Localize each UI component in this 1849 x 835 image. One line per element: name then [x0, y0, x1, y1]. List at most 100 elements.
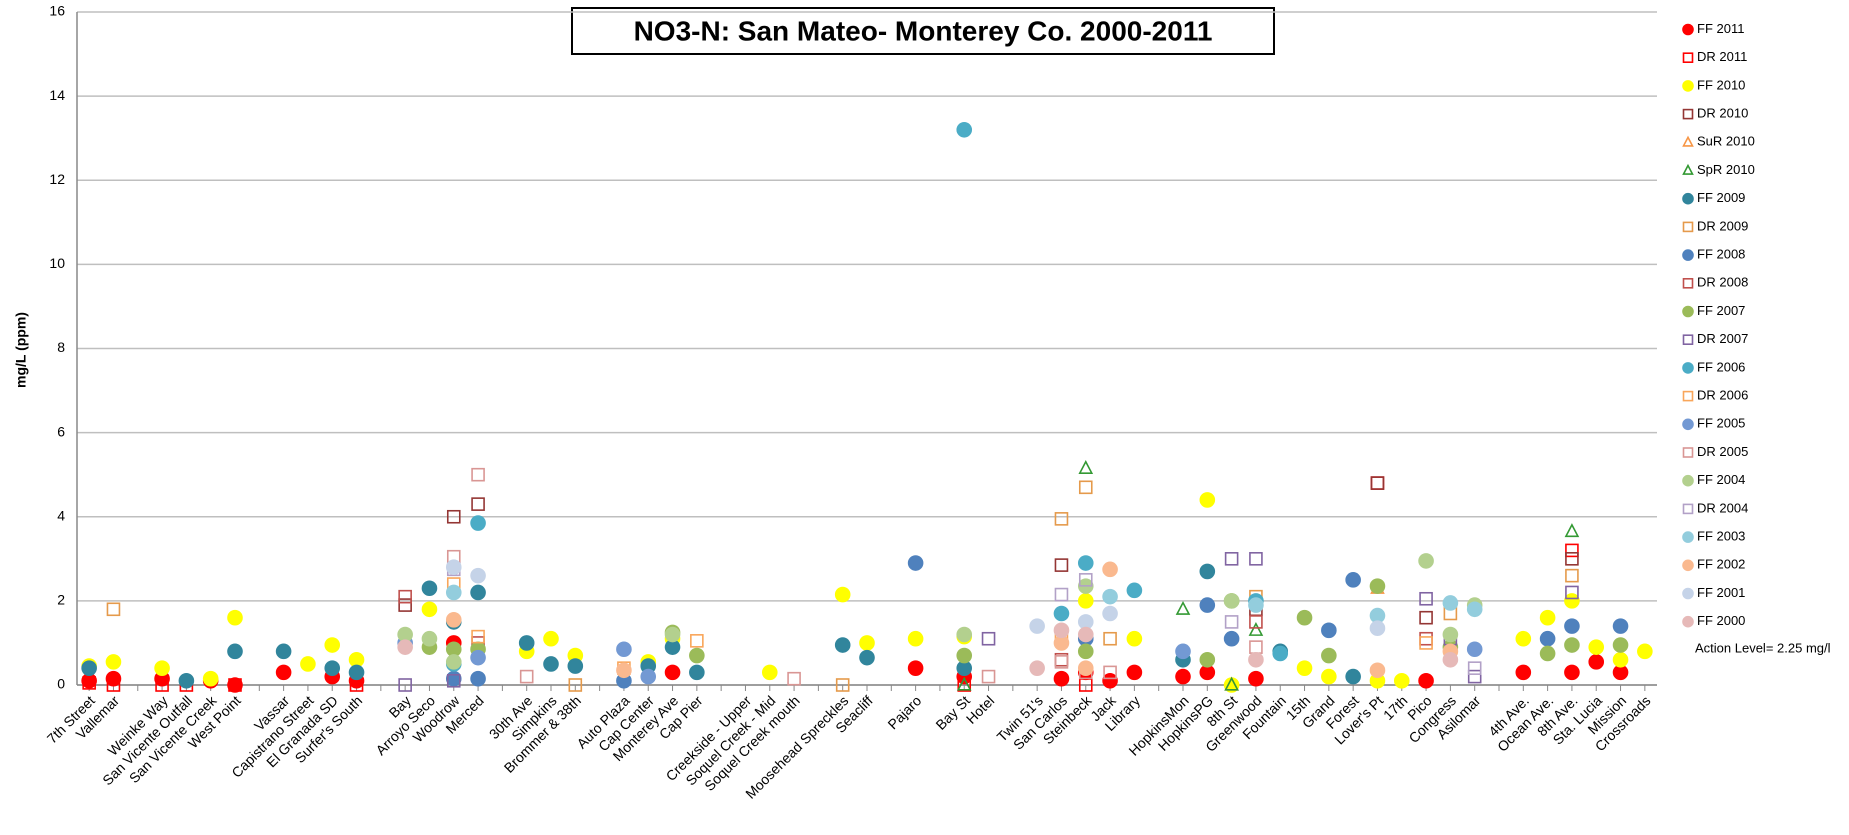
data-point: [1102, 605, 1118, 622]
data-point: [82, 676, 96, 690]
legend-label: FF 2007: [1697, 303, 1745, 318]
data-point: [1102, 672, 1118, 689]
data-point: [300, 656, 316, 672]
legend-marker: [1682, 249, 1694, 261]
data-point: [1054, 655, 1069, 669]
legend-label: FF 2004: [1697, 472, 1745, 487]
data-point: [1419, 591, 1433, 606]
data-point: [446, 673, 461, 688]
data-point: [1345, 668, 1361, 685]
data-point: [1564, 664, 1580, 681]
data-point: [228, 678, 242, 692]
data-point: [1272, 645, 1289, 662]
data-point: [1175, 600, 1191, 615]
data-point: [1565, 552, 1579, 566]
data-point: [616, 662, 632, 679]
data-point: [787, 671, 801, 686]
chart-title: NO3-N: San Mateo- Monterey Co. 2000-2011: [634, 15, 1213, 46]
data-point: [907, 660, 924, 676]
legend-label: FF 2011: [1697, 21, 1744, 36]
data-point: [1369, 662, 1386, 679]
data-point: [1539, 609, 1556, 626]
data-point: [859, 635, 875, 651]
legend-label: FF 2005: [1697, 416, 1745, 431]
title-box: [571, 7, 1275, 55]
data-point: [1565, 568, 1579, 583]
legend-label: FF 2002: [1697, 557, 1745, 572]
data-point: [227, 677, 243, 693]
data-point: [1515, 630, 1532, 647]
data-point: [1077, 555, 1094, 571]
data-point: [640, 668, 657, 685]
data-point: [1442, 651, 1459, 668]
data-point: [1564, 523, 1580, 538]
data-point: [1564, 618, 1580, 634]
y-tick-label: 4: [57, 507, 65, 523]
data-point: [1637, 643, 1653, 660]
data-point: [519, 669, 534, 684]
legend-marker: [1682, 277, 1694, 289]
legend-marker: [1682, 221, 1694, 233]
legend-marker: [1682, 587, 1694, 600]
data-point: [567, 658, 584, 674]
data-point: [1248, 670, 1264, 687]
data-point: [761, 664, 778, 681]
data-point: [446, 509, 461, 524]
data-point: [1053, 622, 1070, 639]
legend-label: FF 2006: [1697, 359, 1745, 374]
data-point: [1418, 672, 1434, 689]
data-point: [1053, 670, 1070, 687]
data-point: [1249, 640, 1263, 654]
data-point: [421, 601, 438, 618]
data-point: [1345, 572, 1361, 588]
data-point: [106, 678, 121, 692]
legend-label: DR 2006: [1697, 388, 1748, 403]
data-point: [1321, 668, 1337, 685]
legend-label: FF 2010: [1697, 77, 1745, 92]
legend-marker: [1682, 559, 1694, 572]
data-point: [1126, 664, 1143, 681]
data-point: [1466, 641, 1483, 658]
data-point: [1077, 593, 1094, 609]
y-tick-label: 14: [49, 87, 65, 103]
data-point: [835, 678, 850, 692]
data-point: [1321, 647, 1337, 664]
data-point: [1588, 639, 1605, 655]
y-axis-label: mg/L (ppm): [13, 312, 29, 388]
data-point: [1442, 626, 1459, 643]
data-point: [834, 586, 851, 603]
data-point: [1103, 631, 1117, 646]
data-point: [1175, 668, 1191, 685]
legend-label: DR 2007: [1697, 331, 1748, 346]
legend-marker: [1682, 615, 1694, 628]
y-tick-label: 16: [49, 3, 65, 19]
legend-label: SuR 2010: [1697, 134, 1755, 149]
data-point: [397, 639, 413, 655]
data-point: [907, 630, 924, 647]
legend-marker: [1682, 192, 1694, 205]
data-point: [1539, 645, 1556, 662]
data-point: [834, 637, 851, 653]
data-point: [1612, 637, 1629, 653]
data-point: [1199, 651, 1216, 668]
data-point: [956, 647, 973, 664]
legend-marker: [1682, 305, 1694, 318]
legend-marker: [1682, 52, 1694, 64]
data-point: [664, 664, 681, 681]
data-point: [1564, 637, 1580, 653]
data-point: [445, 670, 462, 687]
legend-marker: [1682, 531, 1694, 543]
data-point: [470, 584, 486, 601]
data-point: [1126, 630, 1143, 647]
data-point: [1103, 665, 1117, 680]
data-point: [1223, 593, 1240, 609]
data-point: [568, 678, 583, 692]
data-point: [1199, 563, 1216, 580]
data-point: [178, 672, 195, 689]
legend-label: FF 2009: [1697, 190, 1745, 205]
legend-marker: [1682, 474, 1694, 487]
data-point: [105, 654, 122, 670]
data-point: [1224, 552, 1239, 566]
data-point: [1175, 643, 1191, 660]
